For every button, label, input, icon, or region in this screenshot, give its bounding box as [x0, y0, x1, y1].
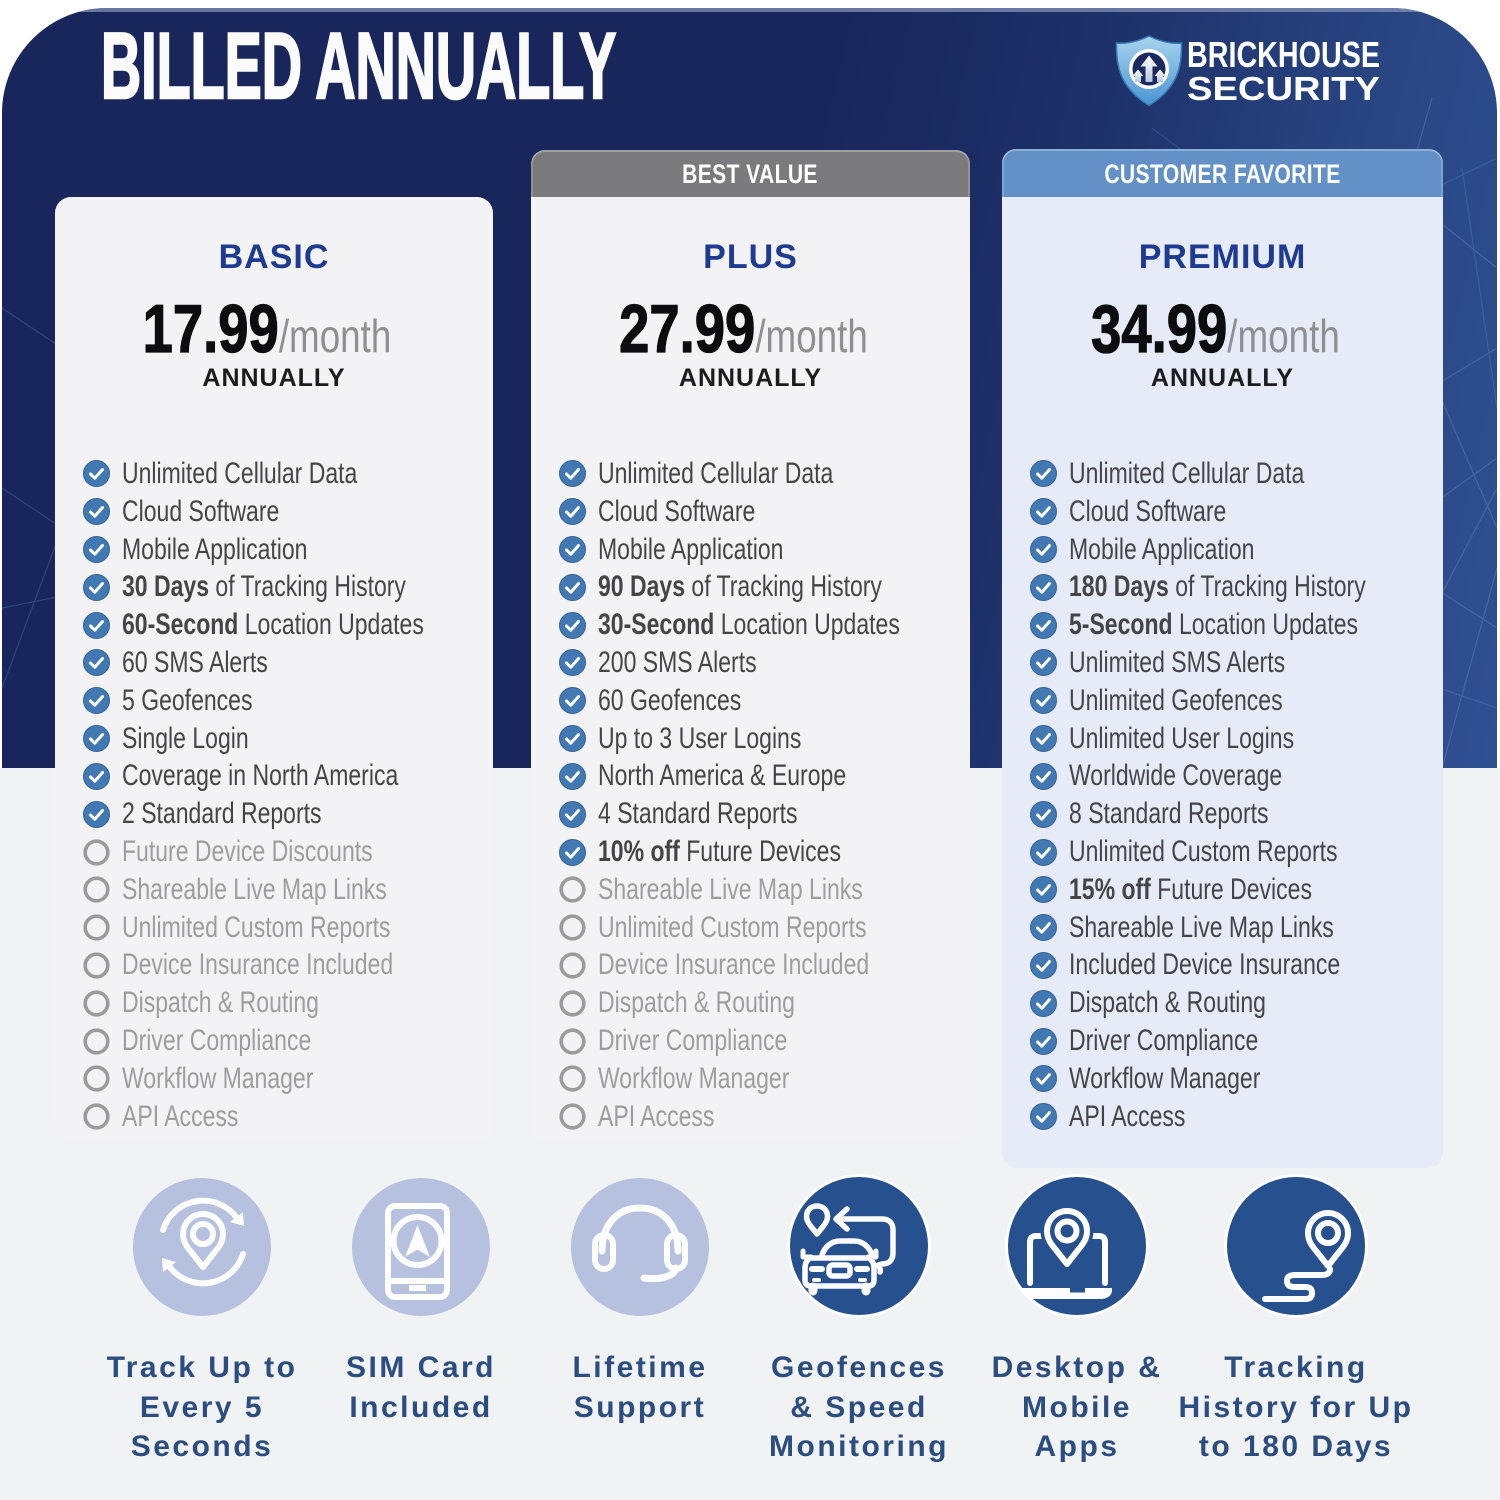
svg-text:SECURITY: SECURITY: [1187, 70, 1380, 107]
svg-text:BRICKHOUSE: BRICKHOUSE: [1187, 34, 1380, 75]
